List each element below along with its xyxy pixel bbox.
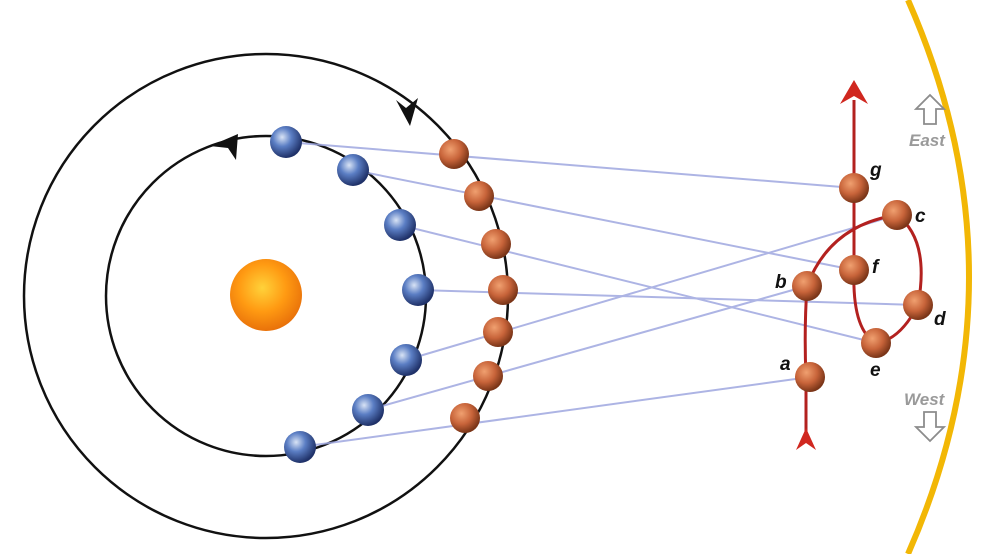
mars-sky-g [839,173,869,203]
mars-sky-positions [792,173,933,392]
sun [230,259,302,331]
mars-orbit-6 [464,181,494,211]
earth-1 [284,431,316,463]
label-g: g [869,160,882,181]
mars-sky-d [903,290,933,320]
label-e: e [870,360,881,381]
label-b: b [775,272,787,293]
east-arrow-icon [913,93,947,125]
mars-orbit-5 [481,229,511,259]
mars-sky-a [795,362,825,392]
earth-positions [270,126,434,463]
mars-sky-b [792,271,822,301]
east-label: East [909,131,946,150]
sight-line-a [299,376,811,448]
sight-line-f [352,169,855,271]
sight-line-b [367,285,808,411]
earth-2 [352,394,384,426]
west-arrow-icon [913,411,947,443]
mars-sky-f [839,255,869,285]
sight-line-c [405,214,898,361]
mars-sky-e [861,328,891,358]
mars-orbit-4 [488,275,518,305]
earth-6 [337,154,369,186]
mars-orbit-arrowhead-icon [396,98,418,126]
mars-orbit-1 [450,403,480,433]
mars-orbit-7 [439,139,469,169]
label-a: a [780,354,791,375]
earth-4 [402,274,434,306]
path-start-arrowhead-icon [796,428,816,450]
earth-orbit-arrowhead-icon [210,134,238,160]
sight-line-e [399,224,877,344]
path-end-arrowhead-icon [840,80,868,104]
label-d: d [934,309,946,330]
label-f: f [872,257,880,278]
mars-orbit-3 [483,317,513,347]
earth-3 [390,344,422,376]
mars-orbit-2 [473,361,503,391]
earth-5 [384,209,416,241]
sight-line-g [285,141,855,189]
mars-sky-c [882,200,912,230]
celestial-sphere-arc [905,0,972,554]
sight-lines [285,141,919,448]
mars-orbit-positions [439,139,518,433]
west-label: West [904,390,946,409]
label-c: c [915,206,926,227]
earth-7 [270,126,302,158]
